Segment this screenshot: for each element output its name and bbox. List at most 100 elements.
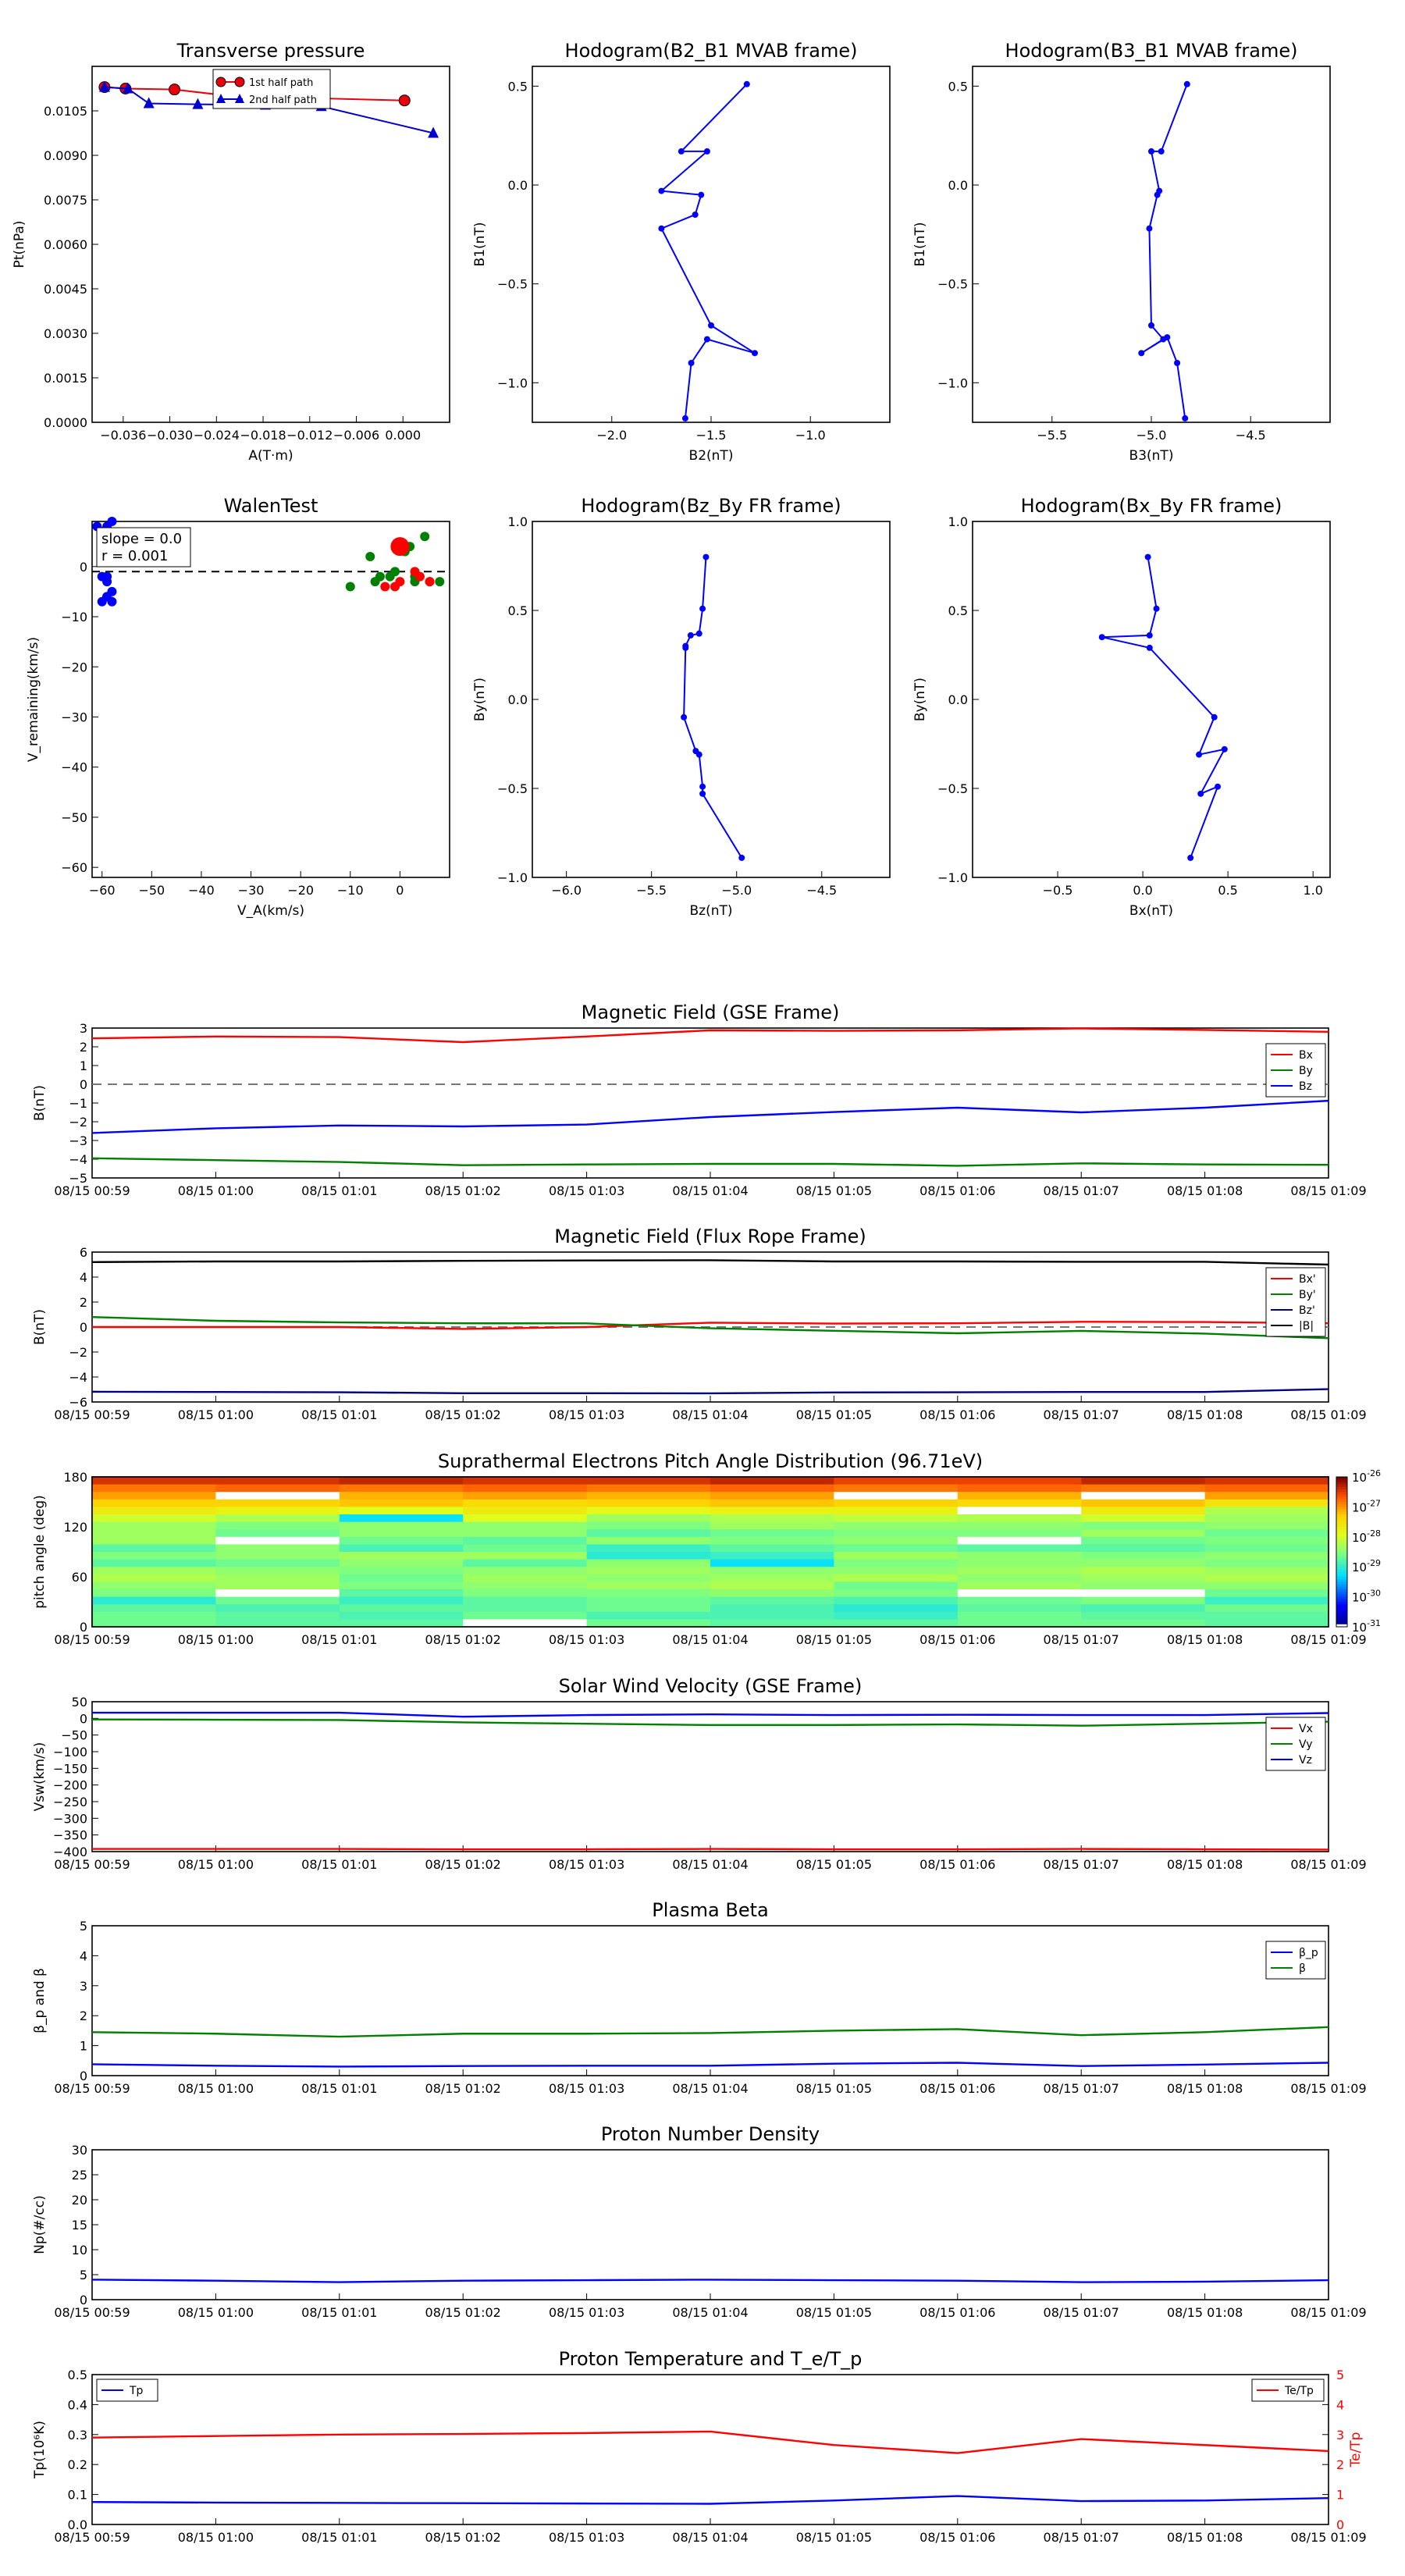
- pad-cell: [215, 1559, 340, 1567]
- pad-cell: [710, 1596, 834, 1605]
- pad-cell: [957, 1514, 1082, 1523]
- mag_fr-ytick-label: −4: [69, 1370, 87, 1385]
- pad-cell: [957, 1477, 1082, 1485]
- hxy-ytick-label: 1.0: [948, 514, 968, 529]
- hxy-line: [1101, 557, 1226, 859]
- tp2-xtick-label: 08/15 01:04: [672, 2530, 748, 2545]
- tp2-ytick-label: 0.1: [68, 2488, 87, 2503]
- beta-series-β: [91, 2026, 1329, 2038]
- pad-cell: [586, 1484, 711, 1493]
- pad-cell: [339, 1574, 464, 1582]
- pad-cell: [215, 1596, 340, 1605]
- pad-colorbar-segment: [1336, 1534, 1347, 1538]
- beta-xtick-label: 08/15 01:00: [178, 2081, 254, 2096]
- pad-colorbar-segment: [1336, 1559, 1347, 1563]
- hb21-ytick-label: 0.0: [508, 178, 528, 193]
- pad-xtick-label: 08/15 01:09: [1290, 1632, 1366, 1647]
- pad-cell: [957, 1574, 1082, 1582]
- mag_gse-ylabel: B(nT): [32, 1085, 48, 1121]
- mag_gse-ytick-label: −1: [69, 1096, 87, 1111]
- pad-xtick-label: 08/15 01:03: [549, 1632, 624, 1647]
- mag_fr-legend-label: Bx': [1299, 1273, 1316, 1286]
- walen-title: WalenTest: [224, 495, 318, 517]
- pad-cell: [710, 1574, 834, 1582]
- beta-frame: [91, 1925, 1329, 2076]
- mag_gse-ytick-label: 1: [80, 1059, 87, 1073]
- mag_fr-series-Bz': [91, 1388, 1329, 1395]
- hxy-point: [1187, 854, 1194, 861]
- beta-xtick-label: 08/15 01:09: [1290, 2081, 1366, 2096]
- mag_gse-ytick-label: −5: [69, 1171, 87, 1186]
- pad-colorbar-segment: [1336, 1519, 1347, 1523]
- tp2-xtick-label: 08/15 01:00: [178, 2530, 254, 2545]
- pad-cell: [92, 1477, 216, 1485]
- np-xtick-label: 08/15 01:09: [1290, 2305, 1366, 2320]
- walen-point-red: [390, 582, 400, 592]
- pad-cell: [1204, 1582, 1329, 1590]
- pad-cell: [92, 1552, 216, 1560]
- pad-cell: [710, 1499, 834, 1507]
- tp2-y2tick-label: 3: [1336, 2428, 1344, 2443]
- pad-cell: [215, 1552, 340, 1560]
- pad-colorbar-segment: [1336, 1504, 1347, 1507]
- mag_fr-xtick-label: 08/15 01:01: [301, 1407, 377, 1422]
- np-xtick-label: 08/15 01:08: [1167, 2305, 1243, 2320]
- pad-cell: [463, 1492, 588, 1500]
- tp2-ylabel: Tp(10⁶K): [32, 2421, 48, 2479]
- hb31-point: [1164, 334, 1171, 341]
- vsw-series-Vy: [91, 1718, 1329, 1727]
- pad-cell: [339, 1552, 464, 1560]
- mag_fr-ylabel: B(nT): [32, 1309, 48, 1345]
- hb21-point: [688, 360, 695, 366]
- mag_fr-legend-label: By': [1299, 1289, 1316, 1301]
- tp-legend-label: 1st half path: [249, 77, 313, 89]
- mag_gse-ytick-label: 2: [80, 1040, 87, 1055]
- pad-cell: [339, 1559, 464, 1567]
- pad-cell: [92, 1544, 216, 1553]
- hb21-point: [678, 148, 685, 155]
- pad-colorbar-segment: [1336, 1496, 1347, 1500]
- tp2-y2tick-label: 0: [1336, 2517, 1344, 2532]
- mag_fr-ytick-label: −2: [69, 1345, 87, 1360]
- pad-colorbar-segment: [1336, 1521, 1347, 1525]
- pad-cell: [215, 1507, 340, 1515]
- pad-cell: [1204, 1529, 1329, 1538]
- beta-ytick-label: 1: [80, 2039, 87, 2054]
- pad-cell: [339, 1619, 464, 1628]
- tp2-xtick-label: 08/15 00:59: [54, 2530, 130, 2545]
- pad-cell: [1204, 1604, 1329, 1613]
- tp-legend-box: [212, 69, 331, 109]
- tp-legend-marker: [234, 76, 245, 87]
- pad-cell: [834, 1521, 959, 1530]
- pad-cell: [463, 1521, 588, 1530]
- pad-cell: [834, 1589, 959, 1598]
- tp2-xtick-label: 08/15 01:05: [796, 2530, 872, 2545]
- pad-colorbar-segment: [1336, 1544, 1347, 1548]
- tp-point-circle: [169, 84, 181, 96]
- beta-xtick-label: 08/15 01:03: [549, 2081, 624, 2096]
- pad-colorbar-segment: [1336, 1614, 1347, 1617]
- vsw-ytick-label: 0: [80, 1711, 87, 1726]
- pad-cell: [463, 1484, 588, 1493]
- beta-ytick-label: 5: [80, 1919, 87, 1934]
- pad-cell: [834, 1492, 959, 1500]
- pad-xtick-label: 08/15 01:07: [1044, 1632, 1119, 1647]
- vsw-ytick-label: −350: [53, 1828, 87, 1843]
- vsw-legend-label: Vx: [1299, 1723, 1313, 1735]
- pad-cell: [710, 1507, 834, 1515]
- pad-cell: [834, 1544, 959, 1553]
- vsw-xtick-label: 08/15 01:09: [1290, 1857, 1366, 1872]
- pad-cell: [710, 1604, 834, 1613]
- hb21-point: [751, 350, 758, 357]
- tp-ytick-label: 0.0105: [44, 104, 87, 119]
- pad-colorbar-segment: [1336, 1492, 1347, 1495]
- hxy-ylabel: By(nT): [912, 678, 928, 721]
- pad-cell: [957, 1589, 1082, 1598]
- hxy-point: [1196, 751, 1203, 758]
- pad-cell: [92, 1507, 216, 1515]
- pad-cell: [92, 1596, 216, 1605]
- pad-cell: [586, 1611, 711, 1620]
- hzy-point: [687, 632, 694, 639]
- pad-cell: [463, 1582, 588, 1590]
- pad-ytick-label: 60: [72, 1570, 87, 1585]
